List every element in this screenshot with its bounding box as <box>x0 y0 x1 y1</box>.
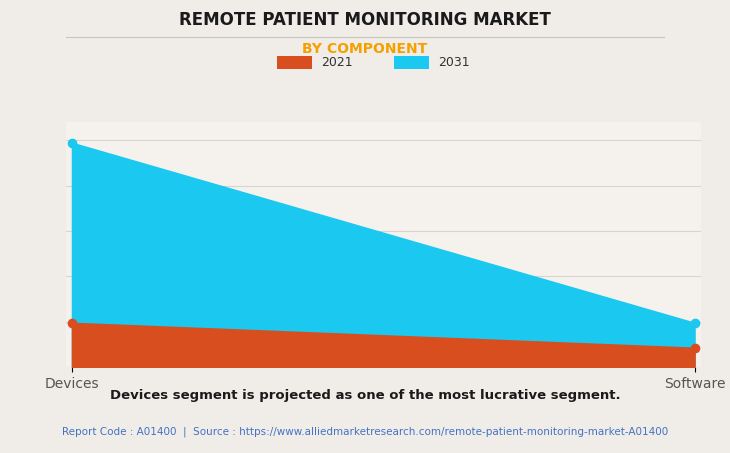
Text: Devices segment is projected as one of the most lucrative segment.: Devices segment is projected as one of t… <box>110 389 620 401</box>
Text: Report Code : A01400  |  Source : https://www.alliedmarketresearch.com/remote-pa: Report Code : A01400 | Source : https://… <box>62 426 668 437</box>
Text: 2021: 2021 <box>321 56 353 69</box>
Text: 2031: 2031 <box>438 56 469 69</box>
Text: REMOTE PATIENT MONITORING MARKET: REMOTE PATIENT MONITORING MARKET <box>179 11 551 29</box>
Text: BY COMPONENT: BY COMPONENT <box>302 42 428 56</box>
